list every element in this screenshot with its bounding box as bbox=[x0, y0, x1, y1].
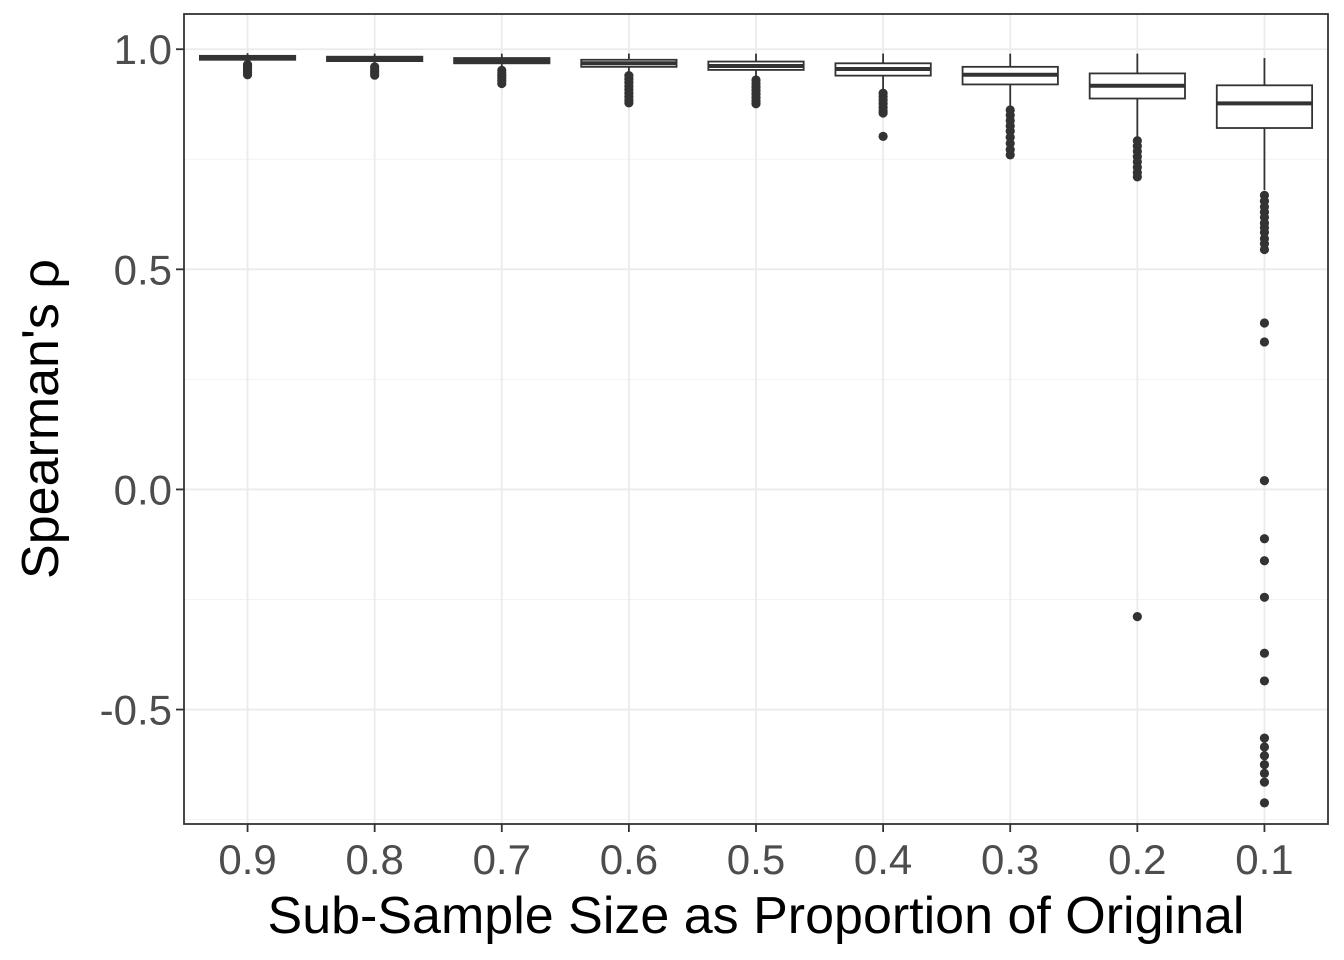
outlier-point bbox=[497, 78, 507, 89]
outlier-point bbox=[1259, 768, 1270, 778]
x-tick-label: 0.5 bbox=[727, 836, 785, 883]
y-axis: 1.0 0.5 0.0 -0.5 bbox=[100, 26, 184, 734]
outlier-point bbox=[751, 99, 761, 109]
outlier-point bbox=[1259, 337, 1270, 347]
outlier-point bbox=[1259, 534, 1270, 544]
y-tick-label: 1.0 bbox=[114, 26, 172, 73]
x-tick-label: 0.8 bbox=[345, 836, 403, 883]
outlier-point bbox=[624, 98, 634, 108]
x-tick-label: 0.2 bbox=[1108, 836, 1166, 883]
outlier-point bbox=[1259, 476, 1270, 486]
box-0.7 bbox=[453, 53, 551, 89]
outlier-point bbox=[1259, 244, 1270, 255]
outlier-point bbox=[1259, 751, 1270, 761]
y-tick-label: 0.5 bbox=[114, 246, 172, 293]
outlier-point bbox=[1259, 648, 1270, 658]
x-axis-title: Sub-Sample Size as Proportion of Origina… bbox=[268, 887, 1245, 945]
box-0.1 bbox=[1215, 58, 1314, 808]
outlier-point bbox=[370, 70, 380, 80]
outlier-point bbox=[1259, 733, 1270, 743]
box-iqr bbox=[1215, 84, 1314, 129]
x-tick-label: 0.6 bbox=[600, 836, 658, 883]
box-0.3 bbox=[961, 53, 1059, 160]
box-0.4 bbox=[834, 53, 932, 141]
x-tick-label: 0.4 bbox=[854, 836, 912, 883]
x-tick-label: 0.7 bbox=[473, 836, 531, 883]
outlier-point bbox=[1132, 172, 1142, 182]
box-0.6 bbox=[580, 53, 678, 108]
box-0.5 bbox=[707, 53, 805, 109]
y-tick-label: -0.5 bbox=[100, 687, 172, 734]
outlier-point bbox=[1132, 612, 1142, 622]
outlier-point bbox=[878, 108, 888, 118]
x-tick-label: 0.1 bbox=[1235, 836, 1293, 883]
outlier-point bbox=[1259, 777, 1270, 787]
x-axis: 0.9 0.8 0.7 0.6 0.5 0.4 0.3 0.2 0.1 bbox=[218, 824, 1294, 883]
outlier-point bbox=[242, 70, 253, 80]
outlier-point bbox=[1259, 676, 1270, 686]
outlier-point bbox=[1259, 742, 1270, 752]
outlier-point bbox=[1259, 592, 1270, 602]
y-axis-title: Spearman's ρ bbox=[12, 259, 70, 579]
outlier-point bbox=[1259, 798, 1270, 808]
y-tick-label: 0.0 bbox=[114, 466, 172, 513]
outlier-point bbox=[878, 131, 888, 141]
box-0.8 bbox=[326, 53, 424, 80]
x-tick-label: 0.3 bbox=[981, 836, 1039, 883]
box-0.2 bbox=[1088, 53, 1186, 622]
boxplot-series bbox=[198, 53, 1314, 808]
outlier-point bbox=[1259, 318, 1270, 328]
outlier-point bbox=[1259, 556, 1270, 566]
outlier-point bbox=[1259, 759, 1270, 770]
outlier-point bbox=[1005, 150, 1015, 160]
box-0.9 bbox=[198, 53, 297, 80]
x-tick-label: 0.9 bbox=[218, 836, 276, 883]
